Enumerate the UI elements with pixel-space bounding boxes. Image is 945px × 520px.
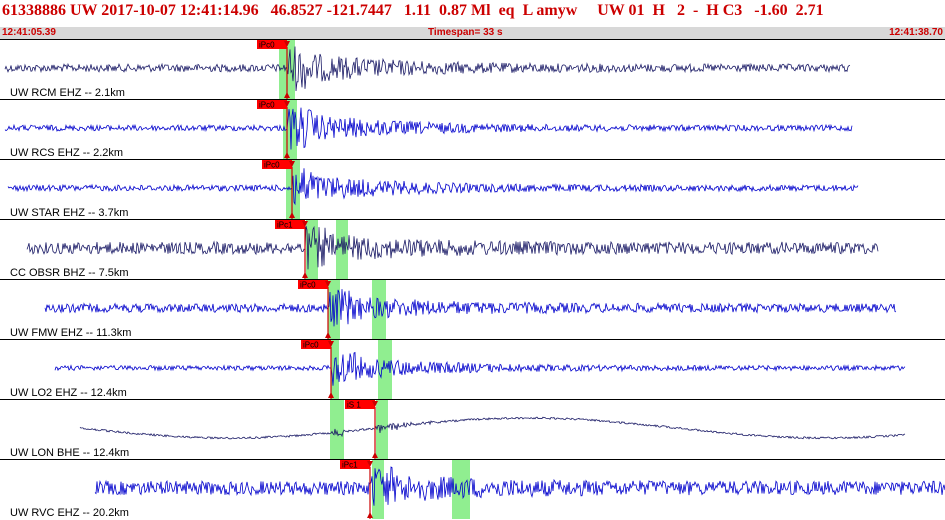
pick-arrow-top	[284, 101, 290, 107]
waveform	[26, 225, 879, 270]
pick-window	[378, 340, 392, 399]
station-label: UW STAR EHZ -- 3.7km	[10, 207, 128, 219]
trace-panel[interactable]: iPc0 UW STAR EHZ -- 3.7km	[0, 159, 945, 220]
event-summary-title: 61338886 UW 2017-10-07 12:41:14.96 46.85…	[2, 2, 824, 19]
trace-panel[interactable]: iPc0 UW RCS EHZ -- 2.2km	[0, 99, 945, 160]
pick-label: iPc0	[259, 101, 275, 110]
pick-label-box[interactable]	[257, 40, 287, 49]
trace-panel[interactable]: iPc0 UW RCM EHZ -- 2.1km	[0, 39, 945, 100]
pick-arrow-bottom	[284, 152, 290, 158]
pick-arrow-bottom	[372, 452, 378, 458]
pick-label-box[interactable]	[340, 460, 370, 469]
pick-window	[452, 460, 470, 519]
pick-arrow-top	[328, 341, 334, 347]
pick-label-box[interactable]	[257, 100, 287, 109]
seismogram-panel[interactable]: iPc0 UW RCM EHZ -- 2.1km iPc0 UW RCS EHZ --…	[0, 39, 945, 520]
pick-arrow-top	[372, 401, 378, 407]
pick-arrow-bottom	[284, 92, 290, 98]
pick-label: iPc0	[264, 161, 280, 170]
pick-window	[331, 340, 339, 399]
pick-arrow-bottom	[325, 332, 331, 338]
trace-panel[interactable]: iPc1 CC OBSR BHZ -- 7.5km	[0, 219, 945, 280]
waveform	[4, 107, 853, 150]
waveform	[79, 416, 906, 440]
pick-label: iPc1	[342, 461, 358, 470]
station-label: UW LON BHE -- 12.4km	[10, 447, 129, 459]
timespan-label: Timespan= 33 s	[428, 27, 503, 38]
pick-window	[330, 400, 344, 459]
pick-label-box[interactable]	[298, 280, 328, 289]
pick-label: iPc1	[277, 221, 293, 230]
station-label: UW RCM EHZ -- 2.1km	[10, 87, 125, 99]
waveform	[94, 466, 945, 506]
time-bar: 12:41:05.39 Timespan= 33 s 12:41:38.70	[0, 27, 945, 39]
station-label: UW FMW EHZ -- 11.3km	[10, 327, 131, 339]
pick-arrow-bottom	[289, 212, 295, 218]
trace-panel[interactable]: iPc0 UW FMW EHZ -- 11.3km	[0, 279, 945, 340]
pick-arrow-bottom	[328, 392, 334, 398]
end-time: 12:41:38.70	[889, 27, 943, 38]
start-time: 12:41:05.39	[2, 27, 56, 38]
pick-arrow-top	[302, 221, 308, 227]
pick-label: iS 1	[347, 401, 361, 410]
pick-label-box[interactable]	[262, 160, 292, 169]
pick-window	[372, 460, 384, 519]
pick-label: iPc0	[300, 281, 316, 290]
pick-label: iPc0	[303, 341, 319, 350]
station-label: CC OBSR BHZ -- 7.5km	[10, 267, 129, 279]
station-label: UW RCS EHZ -- 2.2km	[10, 147, 123, 159]
pick-window	[328, 280, 340, 339]
station-label: UW RVC EHZ -- 20.2km	[10, 507, 129, 519]
pick-arrow-bottom	[302, 272, 308, 278]
trace-panel[interactable]: iS 1 UW LON BHE -- 12.4km	[0, 399, 945, 460]
pick-label-box[interactable]	[345, 400, 375, 409]
pick-window	[336, 220, 348, 279]
pick-label-box[interactable]	[301, 340, 331, 349]
pick-arrow-top	[325, 281, 331, 287]
event-header: 61338886 UW 2017-10-07 12:41:14.96 46.85…	[0, 0, 945, 27]
waveform	[7, 168, 859, 206]
waveform	[44, 289, 897, 327]
pick-arrow-top	[284, 41, 290, 47]
waveform	[4, 46, 851, 92]
pick-arrow-bottom	[367, 512, 373, 518]
pick-label-box[interactable]	[275, 220, 305, 229]
trace-panel[interactable]: iPc1 UW RVC EHZ -- 20.2km	[0, 459, 945, 520]
trace-panel[interactable]: iPc0 UW LO2 EHZ -- 12.4km	[0, 339, 945, 400]
pick-label: iPc0	[259, 41, 275, 50]
pick-window	[286, 160, 300, 219]
pick-arrow-top	[367, 461, 373, 467]
waveform	[54, 351, 906, 386]
station-label: UW LO2 EHZ -- 12.4km	[10, 387, 127, 399]
pick-arrow-top	[289, 161, 295, 167]
